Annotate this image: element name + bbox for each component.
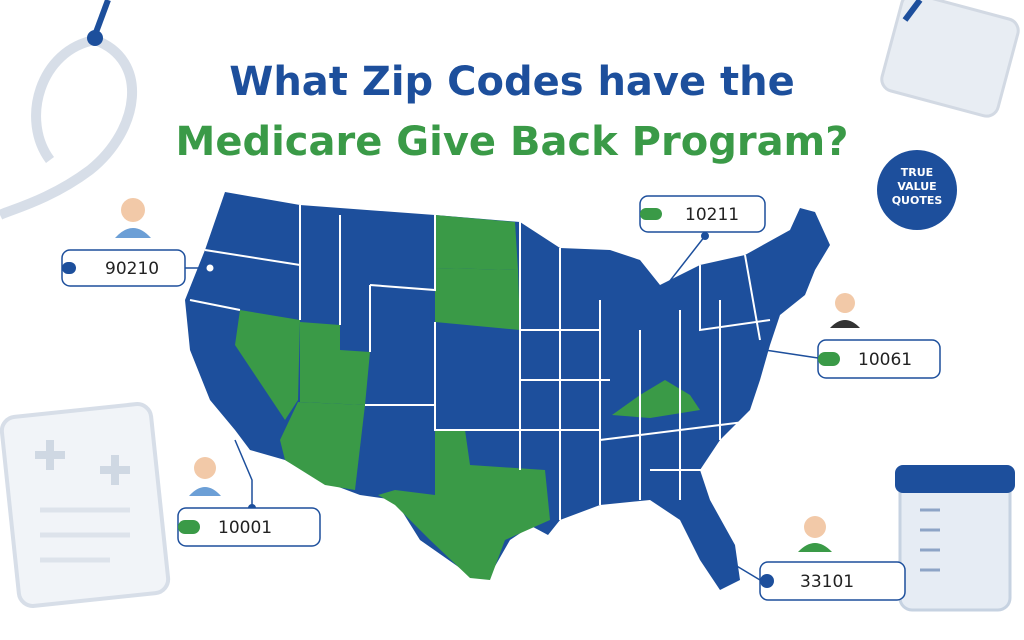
clipboard-left xyxy=(0,402,171,608)
callout: 10061 xyxy=(817,339,941,379)
zip-label: 10061 xyxy=(858,350,912,370)
us-map xyxy=(185,192,830,590)
stethoscope xyxy=(0,0,137,220)
connector-dot xyxy=(205,263,215,273)
avatar xyxy=(189,457,221,496)
zip-label: 10211 xyxy=(685,205,739,225)
connector-dot xyxy=(701,232,709,240)
pill-bottle xyxy=(895,465,1015,612)
callout: 90210 xyxy=(61,249,186,287)
logo-badge xyxy=(877,150,957,230)
stethoscope-dot xyxy=(87,30,103,46)
callout: 33101 xyxy=(759,561,906,601)
avatar xyxy=(798,516,832,552)
zip-label: 90210 xyxy=(105,259,159,279)
logo-text: QUOTES xyxy=(892,194,943,207)
clipboard-top xyxy=(880,0,1020,118)
avatar xyxy=(830,293,860,328)
title-line1: What Zip Codes have the xyxy=(229,59,795,105)
callout: 10211 xyxy=(639,195,766,233)
callout: 10001 xyxy=(177,507,321,547)
zip-label: 33101 xyxy=(800,572,854,592)
logo-text: VALUE xyxy=(897,180,936,193)
title-line2: Medicare Give Back Program? xyxy=(176,119,849,165)
zip-label: 10001 xyxy=(218,518,272,538)
logo-text: TRUE xyxy=(901,166,933,179)
avatar xyxy=(115,198,151,238)
